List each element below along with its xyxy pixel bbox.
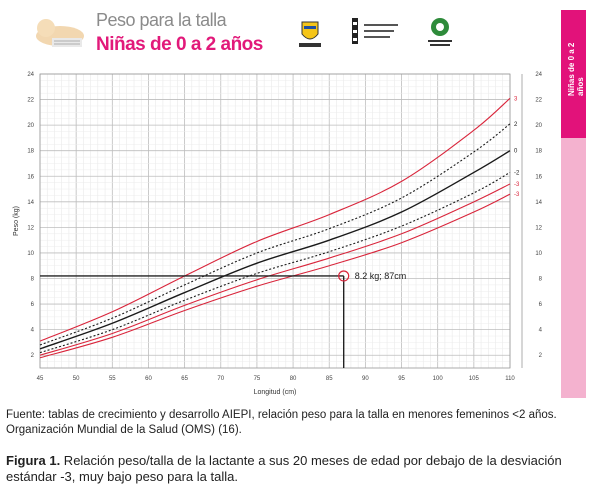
- figure-caption: Figura 1. Relación peso/talla de la lact…: [6, 453, 588, 485]
- coat-of-arms-logo-icon: [299, 21, 321, 47]
- y-tick-label-right: 18: [535, 149, 542, 155]
- curve-label: -3: [514, 182, 520, 188]
- y-tick-label-left: 16: [27, 174, 34, 180]
- y-tick-label-left: 14: [27, 200, 34, 206]
- ministry-logo-icon: [352, 18, 398, 44]
- curve-sd-2: [39, 150, 511, 350]
- y-tick-label-right: 10: [535, 251, 542, 257]
- x-axis-label: Longitud (cm): [254, 389, 297, 396]
- y-tick-label-right: 24: [535, 72, 542, 78]
- side-band-secondary: [561, 138, 586, 398]
- x-tick-label: 90: [362, 376, 369, 382]
- source-note: Fuente: tablas de crecimiento y desarrol…: [6, 409, 557, 436]
- y-tick-label-left: 4: [31, 328, 35, 334]
- growth-chart-figure: Peso para la talla Niñas de 0 a 2 años N…: [13, 10, 586, 398]
- y-tick-label-right: 20: [535, 123, 542, 129]
- y-tick-label-left: 24: [27, 72, 34, 78]
- x-tick-label: 100: [433, 376, 444, 382]
- x-tick-label: 50: [73, 376, 80, 382]
- x-tick-label: 85: [326, 376, 333, 382]
- y-tick-label-right: 6: [539, 302, 543, 308]
- x-tick-label: 55: [109, 376, 116, 382]
- y-tick-label-right: 12: [535, 225, 542, 231]
- y-tick-label-left: 2: [31, 353, 35, 359]
- y-axis-label: Peso (kg): [13, 206, 20, 236]
- y-tick-label-left: 12: [27, 225, 34, 231]
- y-tick-label-left: 10: [27, 251, 34, 257]
- annotation-marker: [338, 270, 350, 282]
- y-tick-label-right: 4: [539, 328, 543, 334]
- curve-sd-1: [39, 123, 511, 346]
- baby-illustration-icon: [36, 19, 84, 47]
- x-tick-label: 75: [254, 376, 261, 382]
- y-tick-label-left: 6: [31, 302, 35, 308]
- caption-text: Relación peso/talla de la lactante a sus…: [6, 453, 562, 484]
- page-subtitle: Niñas de 0 a 2 años: [96, 34, 263, 55]
- curve-sd-3: [39, 171, 511, 354]
- x-tick-label: 80: [290, 376, 297, 382]
- annotation-label: 8.2 kg; 87cm: [355, 271, 407, 281]
- x-tick-label: 110: [505, 376, 515, 382]
- y-tick-label-left: 22: [27, 98, 34, 104]
- x-tick-label: 65: [181, 376, 188, 382]
- y-tick-label-left: 18: [27, 149, 34, 155]
- curve-label: 2: [514, 122, 518, 128]
- y-tick-label-right: 8: [539, 277, 543, 283]
- curve-label: -3: [514, 192, 520, 198]
- page-title: Peso para la talla: [96, 10, 227, 30]
- y-tick-label-left: 20: [27, 123, 34, 129]
- x-tick-label: 60: [145, 376, 152, 382]
- x-tick-label: 105: [469, 376, 480, 382]
- plot-frame: [39, 73, 511, 369]
- curve-sd-0: [39, 97, 511, 342]
- y-tick-label-right: 16: [535, 174, 542, 180]
- curve-label: -2: [514, 170, 520, 176]
- curve-label: 0: [514, 149, 518, 155]
- x-tick-label: 45: [37, 376, 44, 382]
- y-tick-label-right: 14: [535, 200, 542, 206]
- institution-logo-icon: [428, 18, 452, 46]
- curve-sd-5: [39, 193, 511, 359]
- y-tick-label-right: 2: [539, 353, 543, 359]
- curve-sd-4: [39, 183, 511, 356]
- y-tick-label-right: 22: [535, 98, 542, 104]
- curve-label: 3: [514, 96, 518, 102]
- side-band-primary: [561, 10, 586, 138]
- y-tick-label-left: 8: [31, 277, 35, 283]
- caption-label: Figura 1.: [6, 453, 61, 468]
- x-tick-label: 70: [217, 376, 224, 382]
- x-tick-label: 95: [398, 376, 405, 382]
